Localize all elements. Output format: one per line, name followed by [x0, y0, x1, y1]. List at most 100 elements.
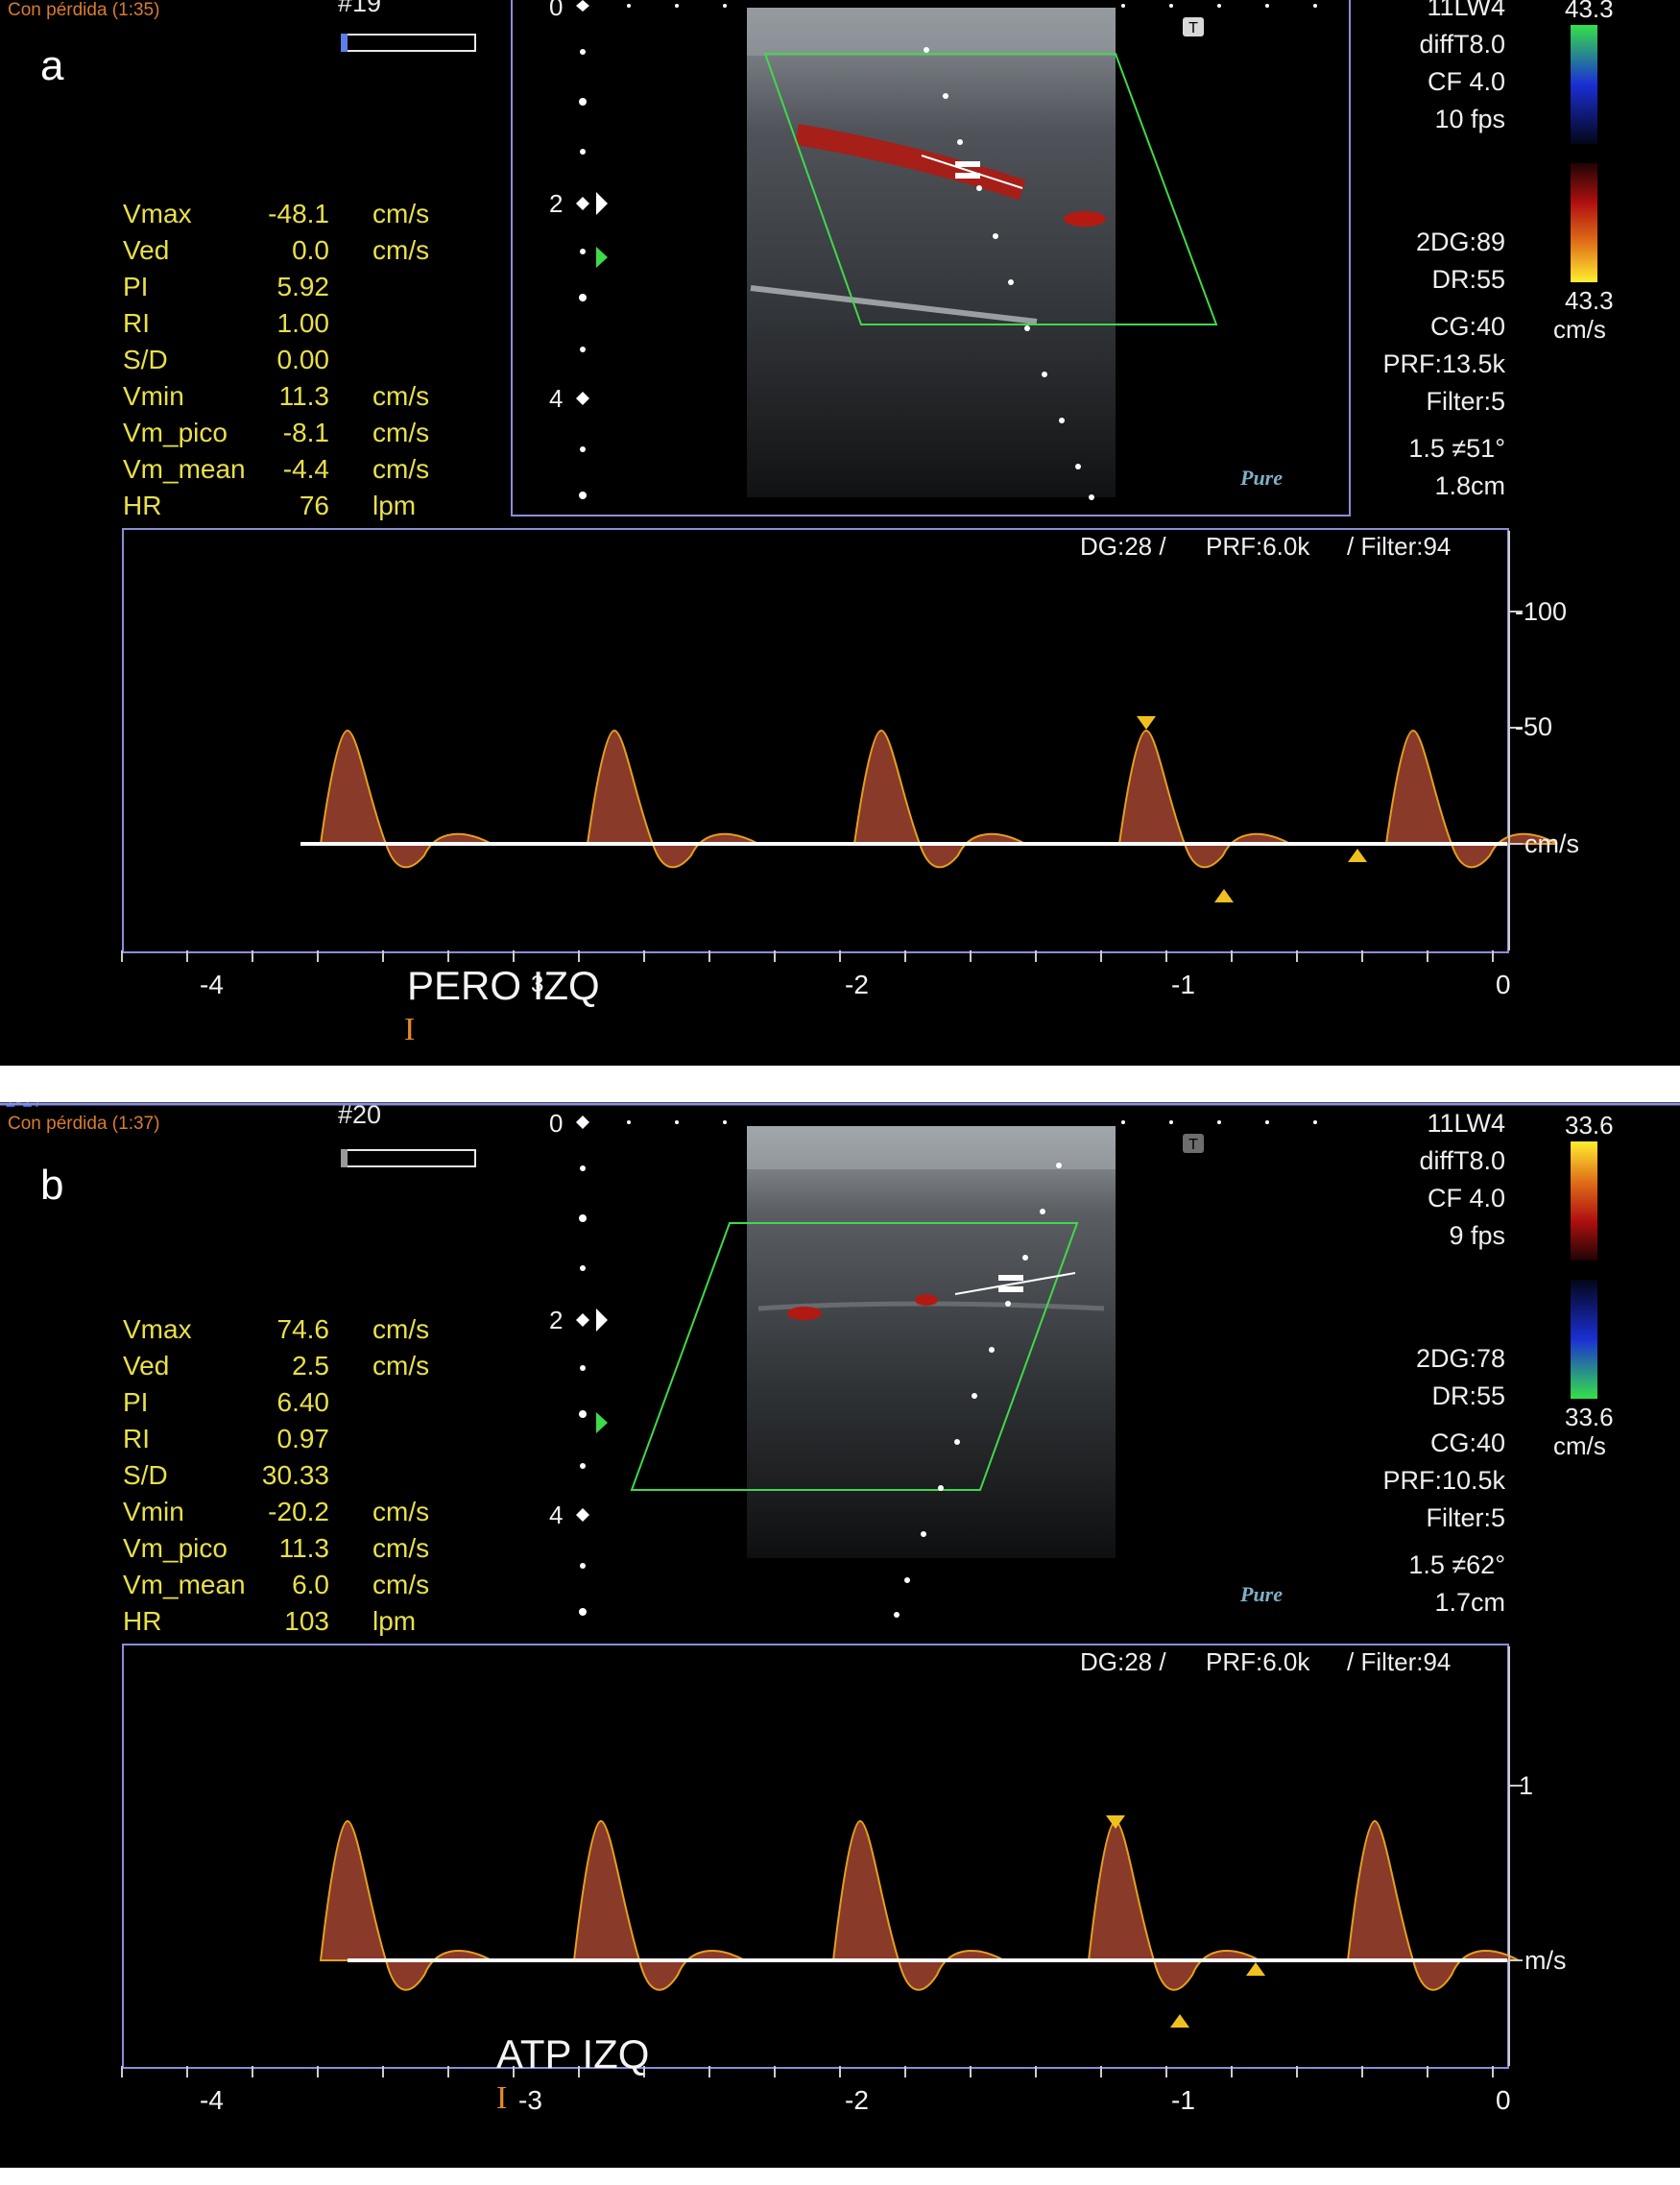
measurement-row: HR 103 lpm [123, 1606, 417, 1636]
depth-label: 4 [549, 384, 564, 413]
frame-number: #19 [338, 0, 382, 17]
ultrasound-panel-a: Con pérdida (1:35) a #19 Vmax -48.1 cm/s V… [0, 0, 1680, 1066]
y-axis [1508, 1646, 1523, 2066]
t-icon-glyph: T [1188, 1137, 1198, 1153]
waveform-cycle [1384, 729, 1558, 869]
color-scale-bottom-value: 43.3 [1565, 286, 1614, 315]
frame-progress-marker [341, 34, 348, 52]
waveform-cycle [572, 1819, 746, 1991]
y-label: 1 [1519, 1771, 1534, 1800]
x-tick-label: -4 [200, 2085, 224, 2115]
waveform-cycle [1346, 1819, 1520, 1991]
spectral-waveform [319, 729, 1558, 869]
t-icon[interactable] [1183, 17, 1204, 36]
doppler-dg: DG:28 / [1080, 532, 1166, 561]
color-box[interactable] [763, 53, 1218, 325]
depth-label: 2 [549, 1306, 564, 1334]
waveform-cycle [852, 729, 1026, 869]
color-box[interactable] [630, 1222, 1079, 1491]
panel-label: b [40, 1162, 64, 1209]
x-tick-label: -1 [1171, 970, 1195, 999]
x-tick-label: -4 [200, 970, 224, 999]
focus-marker [596, 247, 608, 268]
x-tick-label: 0 [1496, 2085, 1511, 2115]
waveform-cycle [319, 1819, 492, 1991]
depth-label: 4 [549, 1501, 564, 1529]
x-axis-ticks [121, 950, 1494, 962]
b-mode-graphics: T [576, 0, 1317, 500]
frame-number: #20 [338, 1102, 382, 1129]
measurements-list: Vmax -48.1 cm/s Ved 0.0 cm/s PI 5.92 RI 1.00 S… [123, 196, 440, 524]
depth-label: 2 [549, 189, 564, 218]
measurement-row: Vm_mean 6.0 cm/s [123, 1570, 430, 1599]
measurement-row: S/D 0.00 [123, 345, 329, 374]
x-tick-label: -2 [845, 2085, 869, 2115]
top-number: 1-17 [5, 1102, 43, 1113]
measurement-row: Vmax -48.1 cm/s [123, 199, 430, 228]
vessel-label: PERO IZQ [407, 963, 600, 1008]
y-label: -100 [1515, 597, 1568, 626]
color-scale-top-value: 43.3 [1565, 0, 1614, 23]
color-scale-lower [1571, 1280, 1597, 1399]
color-scale-upper [1571, 1141, 1597, 1261]
doppler-waveform [121, 531, 1558, 962]
b-mode-graphics: T [0, 1102, 1680, 1618]
measurement-row: S/D 30.33 [123, 1460, 329, 1490]
depth-dots [579, 1120, 1317, 1616]
velocity-calipers [1106, 1815, 1265, 2028]
depth-markers [576, 1116, 608, 1522]
y-unit-label: cm/s [1524, 829, 1579, 858]
waveform-cycle [1117, 729, 1291, 869]
doppler-filter: / Filter:94 [1347, 1647, 1452, 1676]
doppler-cursor-line [921, 47, 1094, 500]
color-scale-lower [1571, 163, 1597, 282]
status-text: Con pérdida (1:35) [8, 0, 160, 20]
measurement-row: Ved 2.5 cm/s [123, 1351, 430, 1381]
measurement-row: RI 0.97 [123, 1424, 329, 1453]
probe-info: 11LW4 diffT8.0 CF 4.0 10 fps [1419, 0, 1505, 133]
t-icon[interactable] [1183, 1134, 1204, 1153]
measurements-list: Vmax 74.6 cm/s Ved 2.5 cm/s PI 6.40 RI 0.97 S/… [123, 1311, 440, 1640]
waveform-cycle [586, 729, 759, 869]
depth-label: 0 [549, 0, 564, 21]
x-tick-label: -3 [518, 2085, 542, 2115]
doppler-dg: DG:28 / [1080, 1647, 1166, 1676]
measurement-row: Vm_pico -8.1 cm/s [123, 418, 430, 447]
depth-markers [576, 0, 608, 405]
status-text: Con pérdida (1:37) [8, 1114, 160, 1134]
measurement-row: Vm_pico 11.3 cm/s [123, 1533, 430, 1563]
b-mode-image-frame [511, 0, 1351, 516]
waveform-cycle [319, 729, 492, 869]
cursor-marker-icon[interactable]: I [496, 2080, 508, 2116]
measurement-row: Vmin -20.2 cm/s [123, 1497, 430, 1526]
ultrasound-panel-b: 1-17 Con pérdida (1:37) b #20 Vmax74.6cm… [0, 1102, 1680, 2168]
doppler-waveform [121, 1646, 1523, 2077]
color-scale-upper [1571, 25, 1597, 144]
panel-label: a [40, 42, 64, 89]
focus-marker [596, 1412, 608, 1433]
pure-logo: Pure [1240, 466, 1283, 490]
measurement-row: Vm_mean -4.4 cm/s [123, 454, 430, 484]
spectral-waveform [319, 1819, 1520, 1991]
imaging-settings: 2DG:78 DR:55 CG:40 PRF:10.5k Filter:5 1.5 ≠62… [1382, 1344, 1505, 1617]
probe-info: 11LW4 diffT8.0 CF 4.0 9 fps [1419, 1109, 1505, 1250]
measurement-row: PI 5.92 [123, 272, 329, 301]
y-label: -50 [1515, 712, 1553, 741]
depth-dots [579, 4, 1317, 499]
y-unit-label: m/s [1524, 1946, 1567, 1975]
pure-logo: Pure [1240, 1582, 1283, 1606]
waveform-cycle [831, 1819, 1005, 1991]
depth-label: 0 [549, 1109, 564, 1138]
measurement-row: Vmin 11.3 cm/s [123, 381, 430, 411]
measurement-row: Ved 0.0 cm/s [123, 235, 430, 265]
vessel-label: ATP IZQ [496, 2031, 650, 2077]
cursor-marker-icon[interactable]: I [404, 1012, 416, 1047]
color-scale-bottom-value: 33.6 [1565, 1403, 1614, 1431]
t-icon-glyph: T [1188, 20, 1198, 36]
ultrasound-tissue [747, 1126, 1116, 1558]
imaging-settings: 2DG:89 DR:55 CG:40 PRF:13.5k Filter:5 1.5 ≠51… [1382, 228, 1505, 500]
measurement-row: Vmax 74.6 cm/s [123, 1314, 430, 1344]
y-axis [1508, 531, 1523, 950]
frame-progress-marker [341, 1149, 348, 1167]
measurement-row: RI 1.00 [123, 308, 329, 338]
